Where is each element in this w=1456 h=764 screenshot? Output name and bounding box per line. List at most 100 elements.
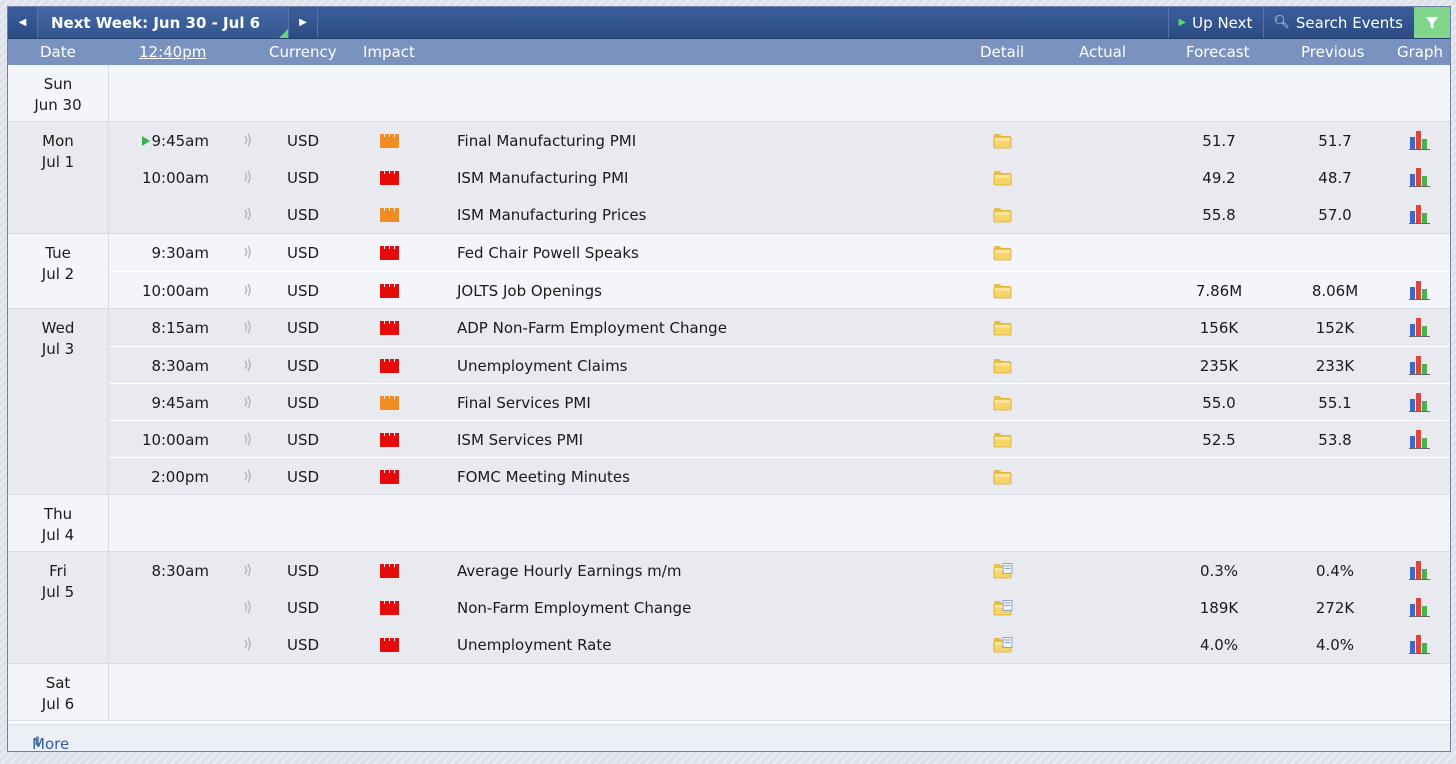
col-date: Date [40,43,76,61]
sound-icon[interactable] [242,637,254,654]
event-row[interactable]: USD ISM Manufacturing Prices 55.8 57.0 [109,196,1450,233]
impact-folder-icon [380,171,399,185]
prev-week-button[interactable]: ◀ [8,7,38,38]
day-name: Sun [43,75,73,93]
sound-icon[interactable] [242,170,254,187]
event-previous: 152K [1315,319,1355,337]
day-group: Mon Jul 1 9:45am USD Final Manufacturing PMI… [8,122,1450,234]
sound-icon[interactable] [242,320,254,337]
detail-folder-document-icon[interactable] [993,563,1013,579]
event-name[interactable]: Non-Farm Employment Change [457,599,692,617]
event-name[interactable]: ISM Services PMI [457,431,584,449]
detail-folder-document-icon[interactable] [993,600,1013,616]
event-name[interactable]: Final Services PMI [457,394,591,412]
detail-folder-icon[interactable] [993,358,1013,374]
event-time: 10:00am [119,431,209,449]
detail-folder-icon[interactable] [993,320,1013,336]
bar-chart-icon[interactable] [1409,204,1431,224]
event-row[interactable]: 10:00am USD ISM Manufacturing PMI 49.2 48.7 [109,159,1450,196]
event-previous: 272K [1315,599,1355,617]
bar-chart-icon[interactable] [1409,130,1431,150]
next-week-button[interactable]: ▶ [288,7,318,38]
event-forecast: 51.7 [1202,132,1236,150]
bar-chart-icon[interactable] [1409,167,1431,187]
bar-chart-icon[interactable] [1409,280,1431,300]
impact-medium-icon [380,208,399,222]
sound-icon[interactable] [242,600,254,617]
event-name[interactable]: ISM Manufacturing PMI [457,169,629,187]
event-row[interactable]: 8:30am USD Unemployment Claims 235K 233K [109,346,1450,383]
day-events: 8:15am USD ADP Non-Farm Employment Change 1… [109,309,1450,494]
impact-high-icon [380,171,399,185]
event-name[interactable]: Final Manufacturing PMI [457,132,637,150]
event-row[interactable]: USD Unemployment Rate 4.0% 4.0% [109,626,1450,663]
day-date: Jul 3 [41,340,75,358]
event-name[interactable]: Fed Chair Powell Speaks [457,244,639,262]
sound-icon[interactable] [242,245,254,262]
event-name[interactable]: Average Hourly Earnings m/m [457,562,682,580]
bar-chart-icon[interactable] [1409,429,1431,449]
event-row[interactable]: 9:45am USD Final Manufacturing PMI 51.7 51.7 [109,122,1450,159]
detail-folder-icon[interactable] [993,207,1013,223]
event-row[interactable]: 10:00am USD ISM Services PMI 52.5 53.8 [109,420,1450,457]
filter-button[interactable] [1414,7,1450,38]
day-date: Jul 4 [41,526,75,544]
event-row[interactable]: 2:00pm USD FOMC Meeting Minutes [109,457,1450,494]
sound-icon[interactable] [242,283,254,300]
bar-chart-icon[interactable] [1409,355,1431,375]
bar-chart-icon[interactable] [1409,597,1431,617]
sound-icon[interactable] [242,358,254,375]
event-time-text: 8:15am [151,319,210,337]
sound-icon[interactable] [242,469,254,486]
event-row[interactable]: USD Non-Farm Employment Change 189K 272K [109,589,1450,626]
sound-icon[interactable] [242,395,254,412]
detail-folder-icon[interactable] [993,283,1013,299]
week-title[interactable]: Next Week: Jun 30 - Jul 6 [38,7,288,38]
event-name[interactable]: JOLTS Job Openings [457,282,602,300]
event-name[interactable]: Unemployment Rate [457,636,612,654]
event-name[interactable]: ISM Manufacturing Prices [457,206,647,224]
detail-folder-document-icon[interactable] [993,637,1013,653]
impact-folder-icon [380,470,399,484]
event-currency: USD [287,636,320,654]
event-name[interactable]: ADP Non-Farm Employment Change [457,319,727,337]
impact-high-icon [380,433,399,447]
event-row[interactable]: 8:30am USD Average Hourly Earnings m/m 0.3%… [109,552,1450,589]
detail-folder-icon[interactable] [993,170,1013,186]
impact-folder-icon [380,396,399,410]
sound-icon[interactable] [242,432,254,449]
col-impact: Impact [363,43,415,61]
detail-folder-icon[interactable] [993,133,1013,149]
event-row[interactable]: 10:00am USD JOLTS Job Openings 7.86M 8.06M [109,271,1450,308]
impact-folder-icon [380,564,399,578]
sound-icon[interactable] [242,207,254,224]
event-forecast: 55.0 [1202,394,1236,412]
bar-chart-icon[interactable] [1409,560,1431,580]
event-previous: 233K [1315,357,1355,375]
impact-high-icon [380,284,399,298]
event-time-text: 10:00am [141,169,209,187]
detail-folder-icon[interactable] [993,395,1013,411]
bar-chart-icon[interactable] [1409,392,1431,412]
event-name[interactable]: FOMC Meeting Minutes [457,468,630,486]
bar-chart-icon[interactable] [1409,634,1431,654]
up-next-button[interactable]: ▶ Up Next [1168,7,1263,38]
event-row[interactable]: 9:45am USD Final Services PMI 55.0 55.1 [109,383,1450,420]
day-date: Jul 2 [41,265,75,283]
bar-chart-icon[interactable] [1409,317,1431,337]
event-name[interactable]: Unemployment Claims [457,357,628,375]
col-time-current[interactable]: 12:40pm [139,43,207,61]
detail-folder-icon[interactable] [993,469,1013,485]
event-time: 8:15am [119,319,210,337]
col-detail: Detail [980,43,1025,61]
search-events-button[interactable]: 🔍︎ Search Events [1263,7,1414,38]
detail-folder-icon[interactable] [993,432,1013,448]
sound-icon[interactable] [242,133,254,150]
detail-folder-icon[interactable] [993,245,1013,261]
sound-icon[interactable] [242,563,254,580]
event-forecast: 0.3% [1199,562,1239,580]
event-forecast: 4.0% [1199,636,1239,654]
more-label: More [32,735,70,753]
event-row[interactable]: 8:15am USD ADP Non-Farm Employment Change 1… [109,309,1450,346]
event-row[interactable]: 9:30am USD Fed Chair Powell Speaks [109,234,1450,271]
